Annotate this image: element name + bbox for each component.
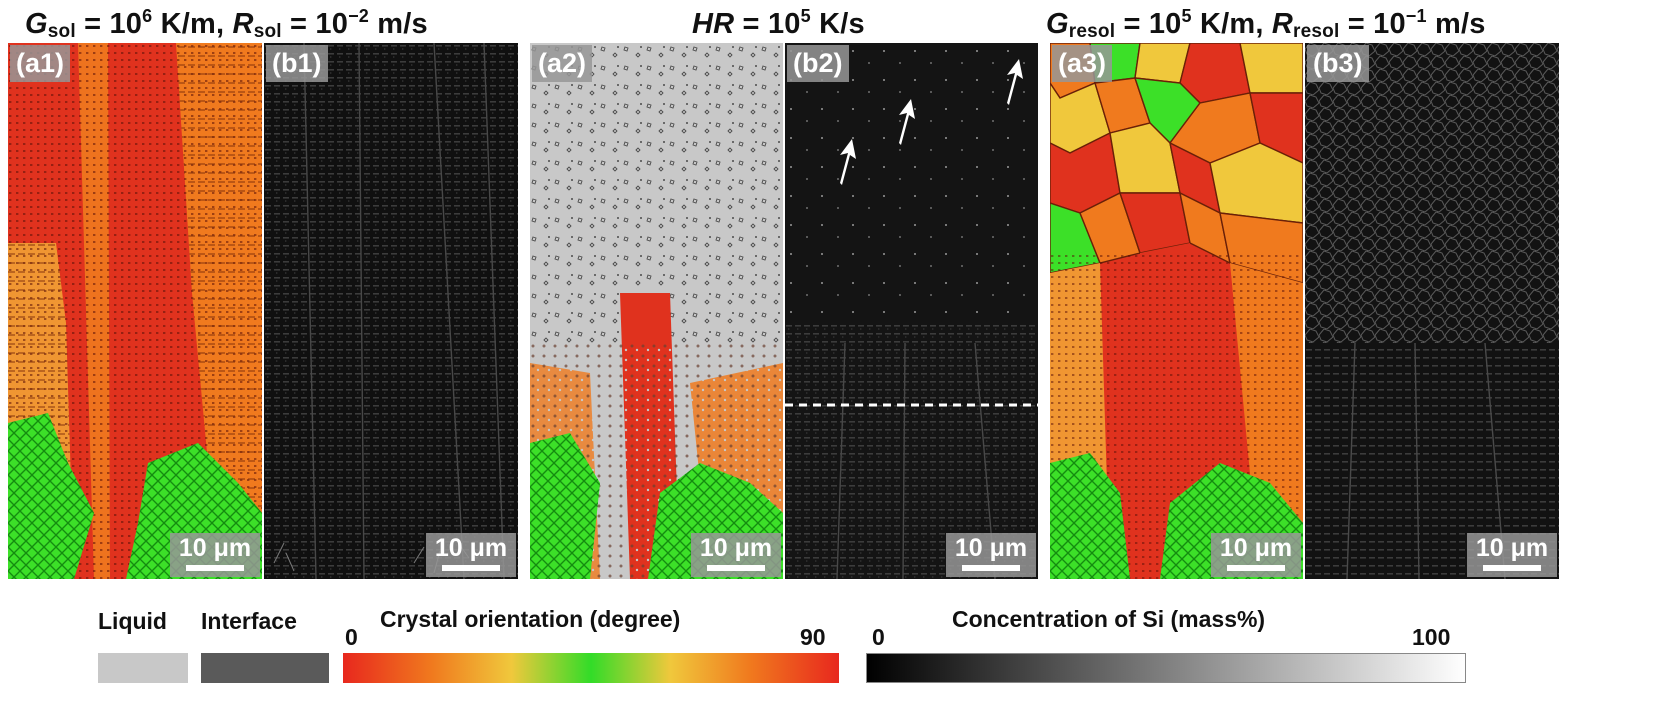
scale-bar: 10 μm	[170, 533, 260, 577]
panel-label: (a1)	[10, 45, 71, 82]
scale-bar: 10 μm	[1211, 533, 1301, 577]
orientation-map-a2	[530, 43, 783, 579]
title-group1: Gsol = 106 K/m, Rsol = 10−2 m/s	[25, 6, 428, 42]
scale-bar: 10 μm	[691, 533, 781, 577]
concentration-map-b2	[785, 43, 1038, 579]
arrow-markers	[840, 59, 1023, 185]
panel-a2: (a2) 10 μm	[530, 43, 783, 579]
scale-bar: 10 μm	[426, 533, 516, 577]
orientation-map-a1	[8, 43, 262, 579]
title-group3: Gresol = 105 K/m, Rresol = 10−1 m/s	[1046, 6, 1486, 42]
orientation-title: Crystal orientation (degree)	[380, 606, 681, 632]
concentration-map-b3	[1305, 43, 1559, 579]
orientation-map-a3	[1050, 43, 1303, 579]
panel-label: (b2)	[787, 45, 849, 82]
concentration-min-label: 0	[872, 624, 885, 650]
orientation-max-label: 90	[800, 624, 826, 650]
panel-b2: (b2) 10 μm	[785, 43, 1038, 579]
concentration-colorbar	[866, 653, 1466, 683]
scale-bar-label: 10 μm	[1219, 534, 1293, 562]
scale-bar-label: 10 μm	[178, 534, 252, 562]
panel-label: (b1)	[266, 45, 328, 82]
arrow-icon	[899, 99, 915, 145]
scale-bar-line	[186, 565, 244, 571]
arrow-icon	[840, 139, 856, 185]
arrow-icon	[1007, 59, 1023, 105]
orientation-min-label: 0	[345, 624, 358, 650]
legend-liquid-label: Liquid	[98, 608, 167, 634]
scale-bar-line	[1227, 565, 1285, 571]
scale-bar-label: 10 μm	[699, 534, 773, 562]
scale-bar-line	[442, 565, 500, 571]
panel-a1: (a1) 10 μm	[8, 43, 262, 579]
legend-interface-label: Interface	[201, 608, 297, 634]
scale-bar-label: 10 μm	[1475, 534, 1549, 562]
legend-liquid-swatch	[98, 653, 188, 683]
scale-bar: 10 μm	[1467, 533, 1557, 577]
scale-bar-label: 10 μm	[434, 534, 508, 562]
scale-bar: 10 μm	[946, 533, 1036, 577]
scale-bar-line	[962, 565, 1020, 571]
panel-b3: (b3) 10 μm	[1305, 43, 1559, 579]
concentration-map-b1	[264, 43, 518, 579]
orientation-colorbar	[343, 653, 839, 683]
legend-interface-swatch	[201, 653, 329, 683]
panel-b1: (b1) 10 μm	[264, 43, 518, 579]
concentration-title: Concentration of Si (mass%)	[952, 606, 1266, 632]
panel-a3: (a3) 10 μm	[1050, 43, 1303, 579]
scale-bar-line	[1483, 565, 1541, 571]
scale-bar-label: 10 μm	[954, 534, 1028, 562]
concentration-max-label: 100	[1412, 624, 1451, 650]
panel-label: (b3)	[1307, 45, 1369, 82]
panel-label: (a2)	[532, 45, 593, 82]
panel-label: (a3)	[1052, 45, 1113, 82]
title-group2: HR = 105 K/s	[692, 6, 865, 40]
scale-bar-line	[707, 565, 765, 571]
